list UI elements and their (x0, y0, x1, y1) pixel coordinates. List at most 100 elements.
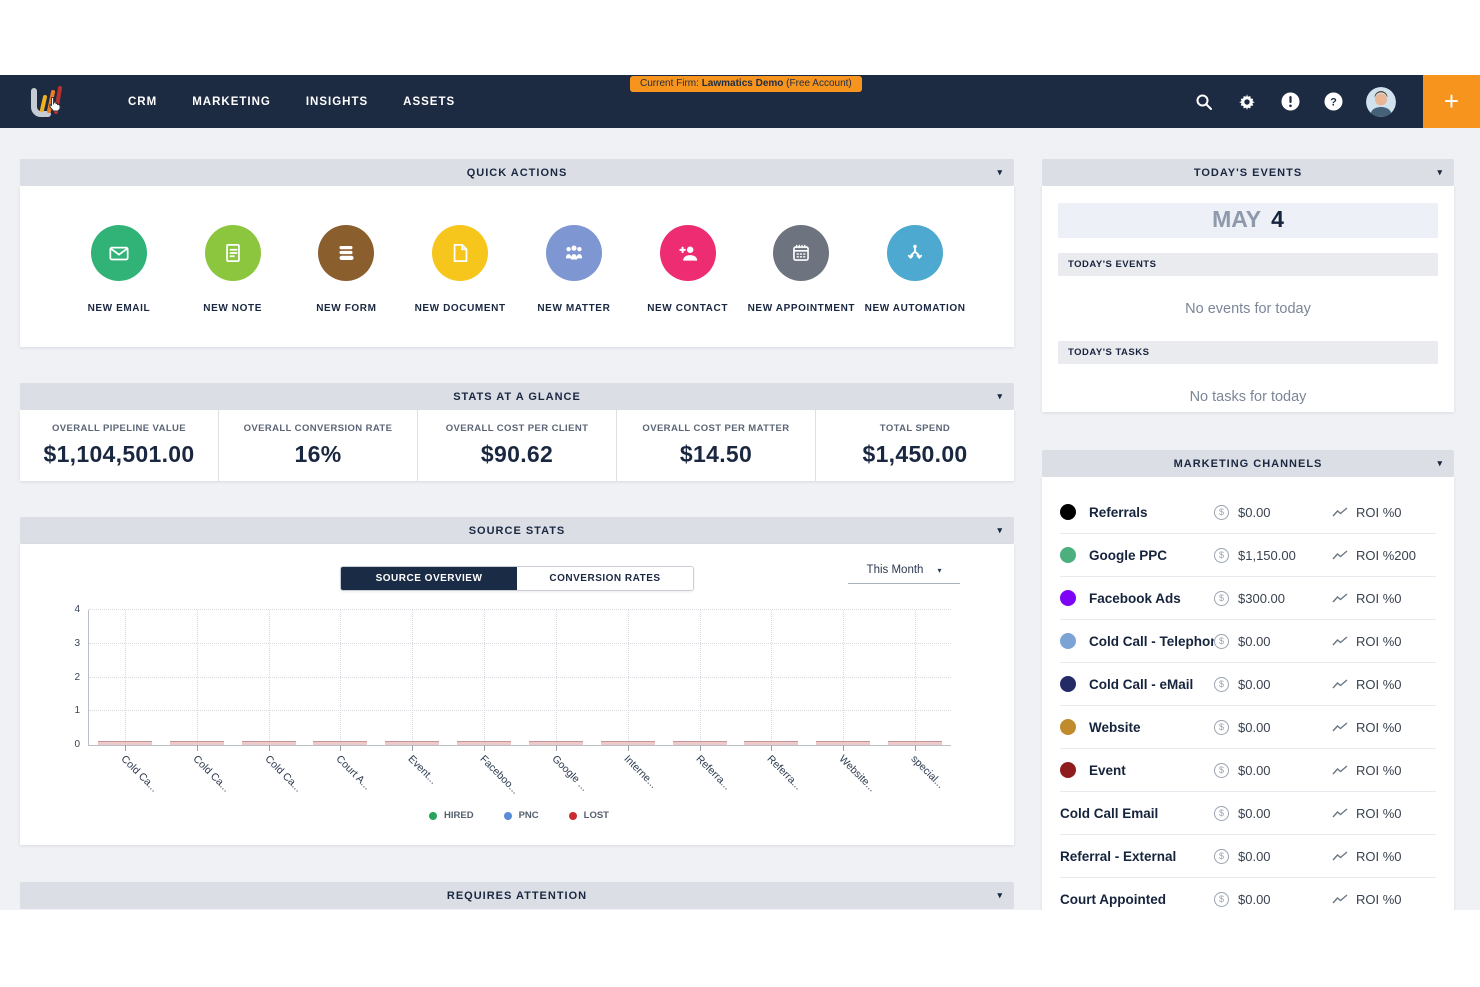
chevron-down-icon: ▾ (937, 565, 942, 575)
marketing-channel-row[interactable]: Referrals $ $0.00 ROI %0 (1060, 491, 1436, 534)
marketing-channel-row[interactable]: Facebook Ads $ $300.00 ROI %0 (1060, 577, 1436, 620)
main-content: QUICK ACTIONS ▾ NEW EMAIL NEW NOTE (0, 128, 1480, 910)
period-dropdown[interactable]: This Month ▾ (848, 564, 960, 584)
v-gridline (196, 610, 198, 745)
channel-color-dot (1060, 547, 1076, 563)
source-stats-header[interactable]: SOURCE STATS ▾ (20, 517, 1014, 544)
mouse-cursor (49, 97, 61, 112)
events-empty-state: No events for today (1185, 301, 1311, 317)
marketing-channels-title: MARKETING CHANNELS (1173, 457, 1323, 470)
marketing-channel-row[interactable]: Court Appointed $ $0.00 ROI %0 (1060, 878, 1436, 910)
help-icon[interactable]: ? (1323, 92, 1343, 112)
channel-roi: ROI %0 (1332, 892, 1436, 907)
collapse-caret-icon[interactable]: ▾ (1437, 167, 1443, 177)
user-avatar[interactable] (1366, 86, 1396, 117)
email-icon (90, 225, 147, 281)
channel-roi: ROI %0 (1332, 634, 1436, 649)
add-new-button[interactable]: + (1423, 75, 1480, 128)
current-firm-badge[interactable]: Current Firm: Lawmatics Demo (Free Accou… (630, 76, 862, 92)
legend-item: HIRED (429, 810, 474, 821)
marketing-channel-row[interactable]: Cold Call - Telephone $ $0.00 ROI %0 (1060, 620, 1436, 663)
channel-name: Facebook Ads (1089, 590, 1181, 606)
todays-events-header[interactable]: TODAY'S EVENTS ▾ (1042, 159, 1454, 186)
person-add-icon (659, 225, 716, 281)
quick-action-label: NEW CONTACT (647, 303, 729, 314)
marketing-channels-header[interactable]: MARKETING CHANNELS ▾ (1042, 450, 1454, 477)
channel-spend-value: $0.00 (1238, 504, 1271, 520)
document-icon (432, 225, 489, 281)
channel-spend-value: $0.00 (1238, 719, 1271, 735)
tab-conversion-rates[interactable]: CONVERSION RATES (517, 567, 693, 590)
marketing-channel-row[interactable]: Cold Call - eMail $ $0.00 ROI %0 (1060, 663, 1436, 706)
quick-action-new-note[interactable]: NEW NOTE (176, 186, 290, 347)
tab-source-overview[interactable]: SOURCE OVERVIEW (341, 567, 517, 590)
chart-bar (313, 741, 368, 745)
h-gridline (89, 609, 951, 610)
requires-attention-panel: REQUIRES ATTENTION ▾ (20, 882, 1014, 909)
channel-color-dot (1060, 504, 1076, 520)
marketing-channel-row[interactable]: Event $ $0.00 ROI %0 (1060, 749, 1436, 792)
quick-action-new-automation[interactable]: NEW AUTOMATION (858, 186, 972, 347)
channel-roi: ROI %0 (1332, 591, 1436, 606)
x-axis-tick (843, 745, 845, 751)
collapse-caret-icon[interactable]: ▾ (997, 391, 1003, 401)
menu-insights[interactable]: INSIGHTS (305, 95, 369, 108)
channel-roi-value: ROI %0 (1356, 590, 1402, 606)
roi-trend-icon (1332, 549, 1348, 559)
stat-cell: OVERALL PIPELINE VALUE $1,104,501.00 (20, 410, 218, 481)
channel-roi-value: ROI %200 (1356, 547, 1416, 563)
alerts-icon[interactable] (1280, 92, 1300, 112)
channel-color-dot (1060, 719, 1076, 735)
menu-crm[interactable]: CRM (128, 95, 158, 108)
quick-action-new-form[interactable]: NEW FORM (290, 186, 404, 347)
quick-actions-header[interactable]: QUICK ACTIONS ▾ (20, 159, 1014, 186)
legend-label: HIRED (444, 810, 474, 821)
stat-label: OVERALL COST PER CLIENT (445, 423, 589, 434)
stat-label: TOTAL SPEND (879, 423, 951, 434)
channel-spend: $ $0.00 (1214, 676, 1332, 692)
stats-header[interactable]: STATS AT A GLANCE ▾ (20, 383, 1014, 410)
stat-cell: OVERALL COST PER MATTER $14.50 (616, 410, 815, 481)
channel-roi-value: ROI %0 (1356, 891, 1402, 907)
quick-action-new-contact[interactable]: NEW CONTACT (631, 186, 745, 347)
x-axis-label: Court A... (333, 753, 374, 793)
channel-spend: $ $0.00 (1214, 891, 1332, 907)
chart-bar (744, 741, 799, 745)
quick-action-new-email[interactable]: NEW EMAIL (62, 186, 176, 347)
marketing-channel-row[interactable]: Google PPC $ $1,150.00 ROI %200 (1060, 534, 1436, 577)
date-month: MAY (1212, 206, 1262, 232)
menu-assets[interactable]: ASSETS (403, 95, 456, 108)
gear-icon[interactable] (1237, 92, 1257, 112)
x-axis-tick (555, 745, 557, 751)
collapse-caret-icon[interactable]: ▾ (997, 167, 1003, 177)
channel-spend: $ $0.00 (1214, 805, 1332, 821)
chart-bar (528, 741, 583, 745)
quick-action-new-matter[interactable]: NEW MATTER (517, 186, 631, 347)
menu-marketing[interactable]: MARKETING (192, 95, 271, 108)
search-icon[interactable] (1194, 92, 1214, 112)
channel-name: Cold Call - eMail (1089, 676, 1194, 692)
channel-roi-value: ROI %0 (1356, 762, 1402, 778)
channel-roi: ROI %0 (1332, 763, 1436, 778)
requires-attention-header[interactable]: REQUIRES ATTENTION ▾ (20, 882, 1014, 909)
collapse-caret-icon[interactable]: ▾ (997, 890, 1003, 900)
channel-roi-value: ROI %0 (1356, 805, 1402, 821)
v-gridline (412, 610, 414, 745)
channel-roi-value: ROI %0 (1356, 848, 1402, 864)
chart-bar (241, 741, 296, 745)
dollar-icon: $ (1214, 762, 1229, 778)
quick-action-new-appointment[interactable]: NEW APPOINTMENT (745, 186, 859, 347)
collapse-caret-icon[interactable]: ▾ (997, 525, 1003, 535)
channel-color-dot (1060, 590, 1076, 606)
channel-name: Website (1089, 719, 1141, 735)
marketing-channel-row[interactable]: Cold Call Email $ $0.00 ROI %0 (1060, 792, 1436, 835)
marketing-channel-row[interactable]: Website $ $0.00 ROI %0 (1060, 706, 1436, 749)
marketing-channels-panel: MARKETING CHANNELS ▾ Referrals $ $0.00 (1042, 450, 1454, 910)
v-gridline (268, 610, 270, 745)
channel-spend-value: $0.00 (1238, 676, 1271, 692)
marketing-channel-row[interactable]: Referral - External $ $0.00 ROI %0 (1060, 835, 1436, 878)
stat-label: OVERALL CONVERSION RATE (243, 423, 393, 434)
quick-action-new-document[interactable]: NEW DOCUMENT (403, 186, 517, 347)
collapse-caret-icon[interactable]: ▾ (1437, 458, 1443, 468)
v-gridline (843, 610, 845, 745)
